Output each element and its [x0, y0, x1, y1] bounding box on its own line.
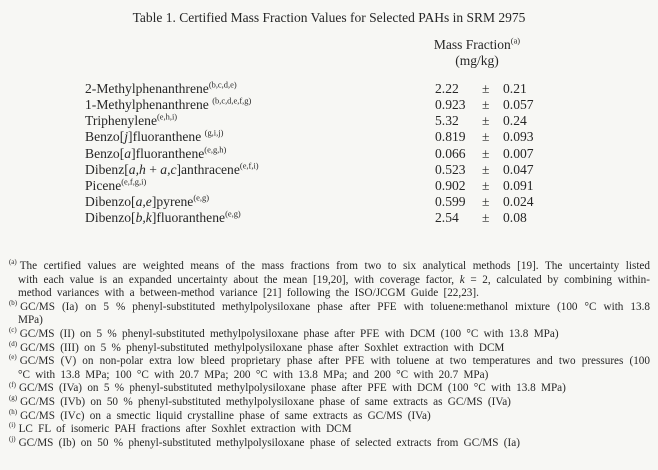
footnote-c: (c) GC/MS (II) on 5 % phenyl-substituted … [9, 326, 559, 340]
uncertainty-value: 0.024 [503, 194, 534, 210]
footnote-marker: (c) [9, 326, 17, 335]
footnote-d: (d) GC/MS (III) on 5 % phenyl-substituted… [9, 339, 505, 354]
mass-fraction-value: 0.599 [435, 194, 466, 210]
plus-minus-sign: ± [482, 145, 490, 161]
compound-name: Triphenylene(e,h,i) [85, 111, 178, 129]
footnote-refs: (g,i,j) [204, 127, 224, 138]
mass-fraction-value: 2.22 [435, 81, 459, 96]
mass-fraction-value: 0.923 [435, 97, 466, 113]
table-row: Dibenzo[b,k]fluoranthene(e,g) 2.54 ± 0.0… [85, 210, 555, 226]
data-table: 2-Methylphenanthrene(b,c,d,e) 2.22 ± 0.2… [85, 79, 555, 226]
footnote-marker: (h) [9, 407, 18, 416]
table-row: 2-Methylphenanthrene(b,c,d,e) 2.22 ± 0.2… [85, 79, 555, 97]
footnote-e: (e) GC/MS (V) on non-polar extra low blee… [9, 353, 650, 381]
footnote-refs: (e,f,i) [239, 160, 259, 171]
plus-minus-sign: ± [482, 194, 490, 210]
table-row: Triphenylene(e,h,i) 5.32 ± 0.24 [85, 113, 555, 129]
uncertainty-value: 0.007 [503, 145, 534, 161]
plus-minus-sign: ± [482, 210, 490, 226]
plus-minus-sign: ± [482, 161, 490, 177]
plus-minus-sign: ± [482, 81, 490, 96]
compound-name: Benzo[a]fluoranthene(e,g,h) [85, 144, 227, 161]
table-row: Benzo[a]fluoranthene(e,g,h) 0.066 ± 0.00… [85, 144, 555, 162]
footnote-f: (f) GC/MS (IVa) on 5 % phenyl-substituted… [9, 380, 566, 395]
table-row: 1-Methylphenanthrene (b,c,d,e,f,g) 0.923… [85, 95, 555, 113]
footnote-a: (a) The certified values are weighted mea… [9, 258, 650, 300]
plus-minus-sign: ± [482, 177, 490, 193]
footnote-marker: (j) [9, 434, 16, 443]
footnote-marker: (e) [9, 353, 17, 362]
mass-fraction-value: 5.32 [435, 113, 459, 129]
uncertainty-value: 0.24 [503, 113, 527, 129]
mass-fraction-value: 0.066 [435, 145, 466, 161]
plus-minus-sign: ± [482, 97, 490, 113]
uncertainty-value: 0.057 [503, 97, 534, 113]
plus-minus-sign: ± [482, 113, 490, 129]
uncertainty-value: 0.091 [503, 177, 534, 193]
footnote-marker: (i) [9, 421, 16, 430]
compound-name: 2-Methylphenanthrene(b,c,d,e) [85, 79, 237, 96]
compound-name: Picene(e,f,g,i) [85, 176, 147, 193]
footnote-ref-a: (a) [510, 36, 521, 46]
footnote-h: (h) GC/MS (IVc) on a smectic liquid cryst… [9, 407, 431, 422]
table-title: Table 1. Certified Mass Fraction Values … [132, 10, 526, 25]
uncertainty-value: 0.047 [503, 161, 534, 177]
column-header-label: Mass Fraction(a) [433, 36, 521, 52]
footnote-refs: (e,g) [193, 192, 210, 203]
footnote-b: (b) GC/MS (Ia) on 5 % phenyl-substituted … [9, 299, 650, 327]
plus-minus-sign: ± [482, 129, 490, 145]
footnote-marker: (d) [9, 339, 18, 348]
footnote-marker: (g) [9, 394, 18, 403]
footnote-refs: (e,g,h) [204, 144, 227, 155]
column-header-unit: (mg/kg) [455, 52, 499, 68]
compound-name: 1-Methylphenanthrene (b,c,d,e,f,g) [85, 95, 252, 113]
footnote-refs: (b,c,d,e) [208, 79, 237, 90]
compound-name: Benzo[j]fluoranthene (g,i,j) [85, 127, 224, 145]
table-row: Picene(e,f,g,i) 0.902 ± 0.091 [85, 176, 555, 194]
mass-fraction-value: 2.54 [435, 210, 459, 226]
footnote-i: (i) LC FL of isomeric PAH fractions after… [9, 421, 352, 436]
mass-fraction-value: 0.819 [435, 129, 466, 145]
footnote-j: (j) GC/MS (Ib) on 50 % phenyl-substituted… [9, 434, 520, 449]
uncertainty-value: 0.093 [503, 129, 534, 145]
footnote-refs: (e,h,i) [157, 111, 178, 122]
footnote-marker: (b) [9, 299, 18, 308]
table-row: Dibenz[a,h + a,c]anthracene(e,f,i) 0.523… [85, 160, 555, 178]
compound-name: Dibenzo[a,e]pyrene(e,g) [85, 192, 210, 210]
table-row: Dibenzo[a,e]pyrene(e,g) 0.599 ± 0.024 [85, 192, 555, 210]
footnote-marker: (f) [9, 380, 16, 389]
footnote-marker: (a) [9, 258, 17, 267]
mass-fraction-value: 0.902 [435, 177, 466, 193]
footnote-g: (g) GC/MS (IVb) on 50 % phenyl-substitute… [9, 394, 511, 408]
uncertainty-value: 0.21 [503, 81, 527, 96]
footnotes-section: (a) The certified values are weighted mea… [5, 258, 650, 450]
uncertainty-value: 0.08 [503, 210, 527, 226]
compound-name: Dibenz[a,h + a,c]anthracene(e,f,i) [85, 160, 259, 177]
footnote-refs: (b,c,d,e,f,g) [212, 95, 252, 106]
mass-fraction-value: 0.523 [435, 161, 466, 177]
table-row: Benzo[j]fluoranthene (g,i,j) 0.819 ± 0.0… [85, 129, 555, 145]
footnote-refs: (e,g) [225, 208, 241, 219]
compound-name: Dibenzo[b,k]fluoranthene(e,g) [85, 208, 241, 226]
column-header: Mass Fraction(a) (mg/kg) [431, 37, 523, 68]
footnote-refs: (e,f,g,i) [121, 176, 147, 187]
